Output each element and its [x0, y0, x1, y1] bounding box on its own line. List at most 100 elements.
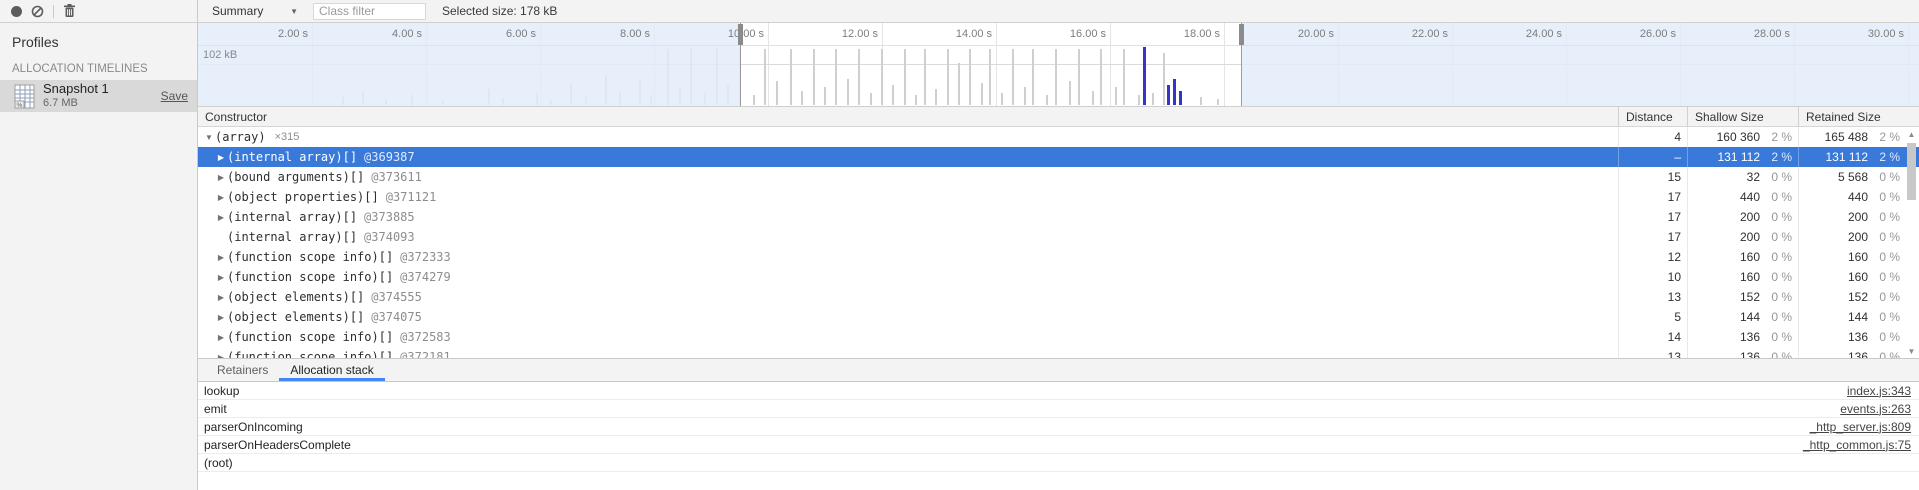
retained-value: 160	[1847, 250, 1868, 264]
shallow-percent: 0 %	[1771, 210, 1792, 224]
profiler-controls	[0, 0, 198, 22]
save-link[interactable]: Save	[160, 89, 188, 103]
table-row[interactable]: ▼ (array) ×315 4 160 360 2 % 165 488 2 %	[198, 127, 1919, 147]
clear-button[interactable]	[31, 5, 44, 18]
shallow-size-header-cell[interactable]: Shallow Size	[1687, 107, 1798, 126]
distance-cell: –	[1618, 147, 1687, 167]
retained-size-header-cell[interactable]: Retained Size	[1798, 107, 1919, 126]
shallow-cell: 32 0 %	[1687, 167, 1798, 187]
shallow-cell: 136 0 %	[1687, 347, 1798, 358]
retained-cell: 136 0 %	[1798, 347, 1919, 358]
expand-arrow-icon[interactable]: ▶	[217, 332, 225, 342]
expand-arrow-icon[interactable]: ▶	[217, 172, 225, 182]
distance-value: 13	[1667, 350, 1681, 358]
record-button[interactable]	[11, 5, 22, 17]
retained-cell: 160 0 %	[1798, 247, 1919, 267]
stack-row[interactable]: emit events.js:263	[198, 400, 1919, 418]
constructor-name: (function scope info)[]	[227, 250, 394, 264]
table-row[interactable]: ▶ (function scope info)[] @372333 12 160 0 % 1…	[198, 247, 1919, 267]
allocation-bar	[892, 85, 894, 105]
expand-arrow-icon[interactable]: ▶	[217, 212, 225, 222]
stack-source-link[interactable]: index.js:343	[1846, 383, 1911, 398]
delete-profile-button[interactable]	[63, 4, 76, 18]
perspective-dropdown[interactable]: Summary ▼	[212, 4, 298, 18]
allocation-bar	[989, 49, 991, 105]
allocation-bar	[858, 49, 860, 105]
expand-arrow-icon[interactable]: ▶	[217, 192, 225, 202]
table-row[interactable]: ▶ (internal array)[] @373885 17 200 0 % 200 0 %	[198, 207, 1919, 227]
object-id: @373611	[371, 170, 422, 184]
stack-row[interactable]: parserOnIncoming _http_server.js:809	[198, 418, 1919, 436]
selection-handle-right[interactable]	[1239, 24, 1244, 45]
stack-function-name: emit	[204, 401, 227, 416]
constructor-cell: ▶ (function scope info)[] @372181	[198, 347, 1618, 358]
expand-arrow-icon[interactable]: ▶	[217, 152, 225, 162]
stack-source-link[interactable]: _http_server.js:809	[1809, 419, 1911, 434]
table-row[interactable]: (internal array)[] @374093 17 200 0 % 200 0 %	[198, 227, 1919, 247]
retained-cell: 160 0 %	[1798, 267, 1919, 287]
selection-dim-right[interactable]	[1241, 23, 1919, 106]
object-id: @374093	[364, 230, 415, 244]
expand-arrow-icon[interactable]: ▶	[217, 272, 225, 282]
expand-arrow-icon[interactable]: ▶	[217, 352, 225, 359]
stack-source-link[interactable]: events.js:263	[1840, 401, 1911, 416]
table-row[interactable]: ▶ (function scope info)[] @372181 13 136 0 % 1…	[198, 347, 1919, 358]
tab-allocation-stack[interactable]: Allocation stack	[279, 359, 384, 381]
constructor-header-cell[interactable]: Constructor	[205, 109, 268, 124]
constructor-cell: ▶ (function scope info)[] @372583	[198, 327, 1618, 347]
ruler-tick-label: 8.00 s	[620, 28, 650, 40]
kb-label: 102 kB	[203, 49, 238, 61]
stack-row[interactable]: parserOnHeadersComplete _http_common.js:7…	[198, 436, 1919, 454]
scroll-up-icon[interactable]: ▲	[1907, 130, 1916, 139]
class-filter-input[interactable]	[313, 2, 426, 20]
constructor-name: (array)	[215, 130, 266, 144]
selection-dim-left[interactable]	[198, 23, 740, 106]
expand-arrow-icon[interactable]: ▶	[217, 312, 225, 322]
table-row[interactable]: ▶ (function scope info)[] @374279 10 160 0 % 1…	[198, 267, 1919, 287]
retained-value: 144	[1847, 310, 1868, 324]
retained-percent: 0 %	[1879, 290, 1900, 304]
stack-function-name: parserOnIncoming	[204, 419, 303, 434]
object-id: @374555	[371, 290, 422, 304]
constructor-name: (function scope info)[]	[227, 350, 394, 358]
tab-retainers[interactable]: Retainers	[217, 363, 269, 377]
kb-gridline	[198, 64, 1919, 65]
stack-row[interactable]: (root)	[198, 454, 1919, 472]
stack-row[interactable]: lookup index.js:343	[198, 382, 1919, 400]
expand-arrow-icon[interactable]: ▶	[217, 292, 225, 302]
distance-cell: 14	[1618, 327, 1687, 347]
ruler-tick-label: 4.00 s	[392, 28, 422, 40]
ruler-tick-label: 30.00 s	[1867, 28, 1904, 40]
distance-value: 14	[1667, 330, 1681, 344]
ruler-tick-label: 12.00 s	[841, 28, 878, 40]
object-id: @369387	[364, 150, 415, 164]
table-row[interactable]: ▶ (function scope info)[] @372583 14 136 0 % 1…	[198, 327, 1919, 347]
allocation-bar	[1046, 95, 1048, 105]
snapshot-item[interactable]: % Snapshot 1 6.7 MB Save	[0, 80, 197, 112]
shallow-value: 160 360	[1716, 130, 1760, 144]
expand-arrow-icon[interactable]: ▼	[205, 132, 213, 142]
shallow-cell: 136 0 %	[1687, 327, 1798, 347]
ruler-tick-label: 22.00 s	[1411, 28, 1448, 40]
shallow-value: 152	[1739, 290, 1760, 304]
allocation-bar	[835, 49, 837, 105]
table-row[interactable]: ▶ (object properties)[] @371121 17 440 0 % 440…	[198, 187, 1919, 207]
allocation-bar	[1012, 49, 1014, 105]
overview[interactable]: 102 kB 2.00 s 4.00 s 6.00 s 8.00 s 10.00 s 12…	[198, 23, 1919, 107]
table-row[interactable]: ▶ (bound arguments)[] @373611 15 32 0 % 5 568 0…	[198, 167, 1919, 187]
scroll-down-icon[interactable]: ▼	[1907, 347, 1916, 356]
selection-handle-left[interactable]	[738, 24, 743, 45]
scroll-thumb[interactable]	[1907, 143, 1916, 200]
distance-header-cell[interactable]: Distance	[1618, 107, 1687, 126]
table-row[interactable]: ▶ (object elements)[] @374075 5 144 0 % 144 0 %	[198, 307, 1919, 327]
stack-source-link[interactable]: _http_common.js:75	[1802, 437, 1911, 452]
table-row[interactable]: ▶ (object elements)[] @374555 13 152 0 % 152 0 …	[198, 287, 1919, 307]
shallow-cell: 200 0 %	[1687, 207, 1798, 227]
shallow-value: 160	[1739, 270, 1760, 284]
shallow-value: 131 112	[1717, 150, 1761, 164]
expand-arrow-icon[interactable]: ▶	[217, 252, 225, 262]
retained-cell: 152 0 %	[1798, 287, 1919, 307]
table-row[interactable]: ▶ (internal array)[] @369387–131 112 2 % 131…	[198, 147, 1919, 167]
constructor-name: (function scope info)[]	[227, 270, 394, 284]
constructor-name: (function scope info)[]	[227, 330, 394, 344]
